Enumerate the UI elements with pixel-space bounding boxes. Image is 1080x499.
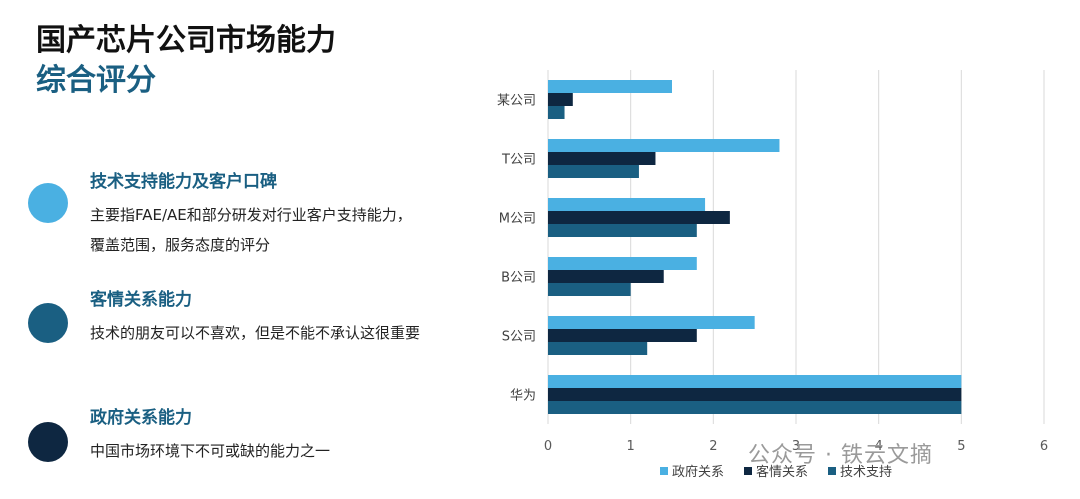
y-category-label: B公司 xyxy=(501,271,536,286)
y-category-label: T公司 xyxy=(501,153,536,168)
x-tick-label: 5 xyxy=(957,439,965,454)
bar xyxy=(548,139,780,152)
watermark: 公众号 · 铁云文摘 xyxy=(748,443,933,468)
bar xyxy=(548,152,656,165)
criterion-heading: 客情关系能力 xyxy=(90,290,192,310)
bar xyxy=(548,375,962,388)
bullet-dot-icon xyxy=(28,183,68,223)
criterion-description: 中国市场环境下不可或缺的能力之一 xyxy=(90,442,331,460)
bar xyxy=(548,316,755,329)
bar xyxy=(548,80,672,93)
legend-swatch xyxy=(744,467,752,475)
bar xyxy=(548,270,664,283)
x-tick-label: 3 xyxy=(792,439,800,454)
bar xyxy=(548,401,962,414)
page-subtitle: 综合评分 xyxy=(36,63,156,98)
legend-swatch xyxy=(660,467,668,475)
x-tick-label: 4 xyxy=(875,439,883,454)
bar xyxy=(548,388,962,401)
x-tick-label: 2 xyxy=(709,439,717,454)
bar xyxy=(548,257,697,270)
bar xyxy=(548,342,648,355)
bar xyxy=(548,198,706,211)
bullet-dot-icon xyxy=(28,303,68,343)
bullet-dot-icon xyxy=(28,422,68,462)
criterion-heading: 政府关系能力 xyxy=(90,408,192,428)
bar xyxy=(548,93,573,106)
criterion-description: 技术的朋友可以不喜欢，但是不能不承认这很重要 xyxy=(90,324,421,342)
bar xyxy=(548,283,631,296)
y-category-label: M公司 xyxy=(499,212,536,227)
x-tick-label: 0 xyxy=(544,439,552,454)
bar xyxy=(548,211,730,224)
bar xyxy=(548,106,565,119)
bar xyxy=(548,165,639,178)
y-category-label: 华为 xyxy=(510,389,536,404)
bar xyxy=(548,329,697,342)
criterion-heading: 技术支持能力及客户口碑 xyxy=(90,172,277,192)
bar xyxy=(548,224,697,237)
x-tick-label: 1 xyxy=(627,439,635,454)
legend-label: 政府关系 xyxy=(672,465,724,480)
y-category-label: S公司 xyxy=(502,330,536,345)
legend-label: 技术支持 xyxy=(840,465,892,480)
y-category-label: 某公司 xyxy=(497,94,536,109)
x-tick-label: 6 xyxy=(1040,439,1048,454)
legend-swatch xyxy=(828,467,836,475)
criterion-description: 主要指FAE/AE和部分研发对行业客户支持能力，覆盖范围，服务态度的评分 xyxy=(90,206,412,254)
page-title: 国产芯片公司市场能力 xyxy=(36,23,336,58)
legend-label: 客情关系 xyxy=(756,464,808,480)
